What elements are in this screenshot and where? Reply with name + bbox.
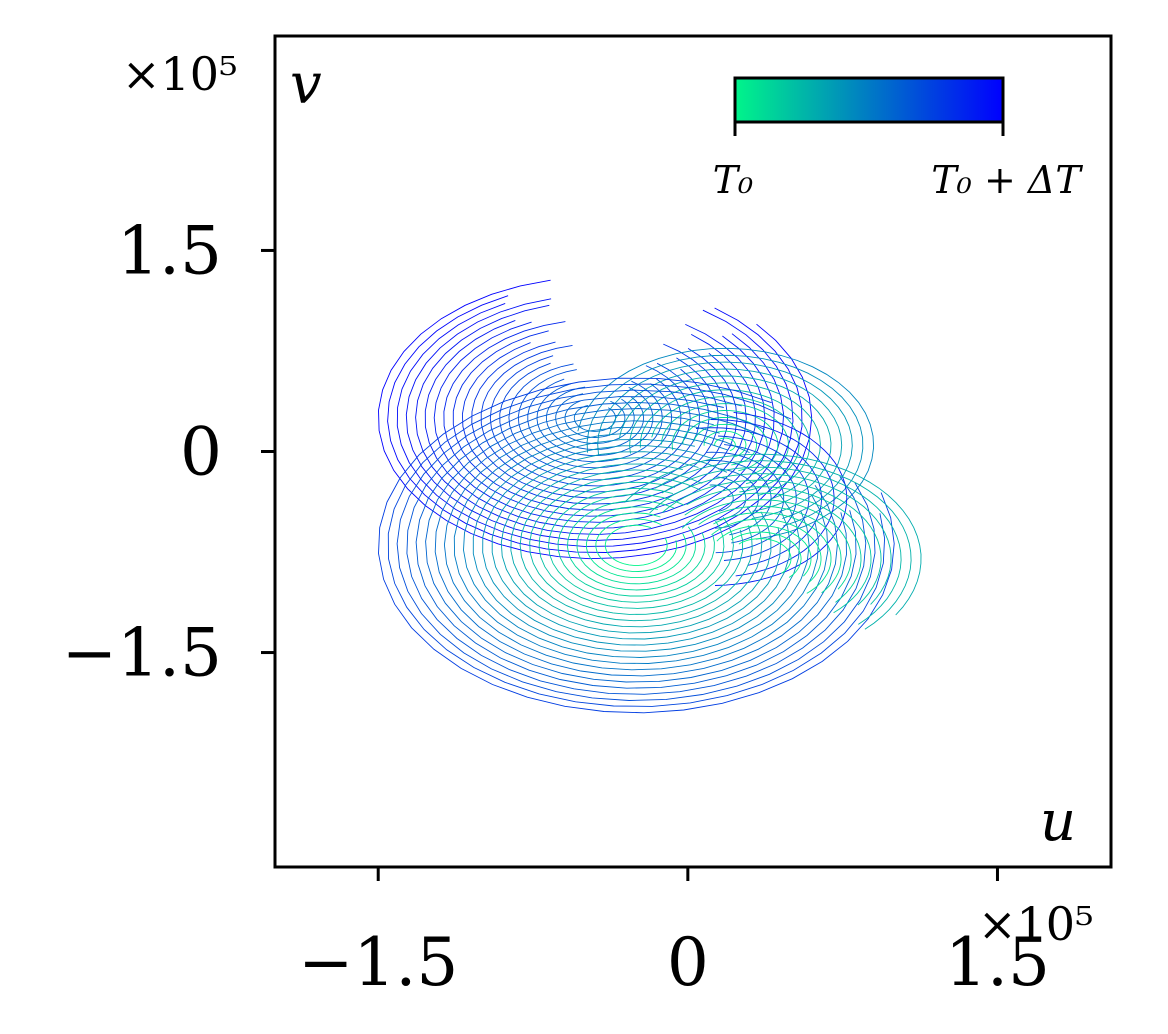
trajectory-curve [538,481,734,609]
trajectory-curve [557,494,715,597]
trajectory-curve [686,486,872,614]
trajectory-curve [604,524,668,566]
trajectory-curve [463,432,810,658]
trajectory-curve [387,383,886,707]
trajectory-curve [698,505,842,594]
trajectory-curve [624,453,922,616]
trajectory-curve [406,396,867,695]
trajectory-curve [453,426,819,664]
trajectory-curve [396,302,794,547]
trajectory-curve [424,319,766,529]
trajectory-curve [378,279,813,560]
trajectory-curve [639,389,811,496]
trajectory-curve [710,419,835,577]
trajectory-curve [682,416,768,472]
trajectory-curve [461,342,729,505]
trajectory-curve [499,362,691,481]
x-tick-label: −1.5 [298,924,458,1001]
trajectory-curve [714,437,736,452]
x-axis-label: u [1040,789,1076,854]
y-tick-label: −1.5 [62,615,222,692]
trajectory-curve [415,304,775,535]
trajectory-curve [519,469,753,622]
trajectory-curve [706,451,785,544]
trajectory-curve [545,386,645,451]
trajectory-curve [717,435,810,561]
trajectory-curve [480,344,710,493]
trajectory-curve [425,408,847,683]
trajectory-curve [681,499,852,590]
trajectory-curve [500,457,772,634]
x-tick-label: 0 [667,924,709,1001]
colorbar-gradient [733,76,1005,124]
trajectory-curve [716,525,812,577]
trajectory-curve [738,538,792,574]
trajectory-curve [396,389,876,701]
trajectory-curve [482,445,791,646]
trajectory-curve [555,393,635,444]
trajectory-curve [705,460,772,536]
trajectory-curve [573,404,617,432]
axis-ticks: −1.5 0 1.5 −1.5 0 1.5 [62,212,1050,1001]
x-tick-label: 1.5 [945,924,1050,1001]
y-tick-label: 1.5 [117,212,222,289]
trajectory-curve [415,401,857,689]
trajectory-curve [452,330,738,511]
trajectory-curve [661,466,902,625]
trajectory-curve [387,295,803,553]
trajectory-curve [508,363,682,475]
trajectory-curve [714,411,848,586]
trajectory-curve [472,438,800,652]
trajectory-curve [597,361,853,520]
colorbar-label-end: T₀ + ΔT [931,158,1083,202]
trajectory-curve [651,396,800,493]
trajectory-curve [730,531,802,578]
trajectory-curve [629,382,821,500]
trajectory-curve [595,518,678,572]
trajectory-curve [434,414,838,677]
trajectory-curve [576,506,696,585]
x-multiplier: ×10⁵ [978,897,1094,951]
trajectory-curve [405,298,785,541]
trajectory-curve [618,375,832,512]
y-axis-label: v [290,52,322,117]
trajectory-curve [671,410,779,476]
trajectory-curve [491,451,782,640]
trajectory-curves [378,279,922,714]
trajectory-curve [684,492,862,603]
trajectory-curve [608,368,843,520]
trajectory-curve [654,460,912,630]
colorbar-label-start: T₀ [713,158,754,202]
y-multiplier: ×10⁵ [122,47,238,101]
trajectory-curve [585,512,687,579]
trajectory-curve [433,321,756,523]
trajectory-curve [566,500,706,591]
trajectory-curve [378,377,895,714]
trajectory-curve [527,378,663,463]
trajectory-curve [711,518,822,583]
trajectory-curve [510,463,763,628]
trajectory-curve [548,487,725,603]
trajectory-curve [443,420,829,671]
y-tick-label: 0 [180,414,222,491]
trajectory-curve [529,475,744,615]
trajectory-curve [649,473,892,605]
trajectory-curve [662,479,882,606]
trajectory-curve [661,403,789,485]
trajectory-curve [443,321,747,517]
trajectory-curve [695,427,823,566]
colorbar: T₀ T₀ + ΔT [713,76,1083,202]
trajectory-curve [713,512,832,594]
